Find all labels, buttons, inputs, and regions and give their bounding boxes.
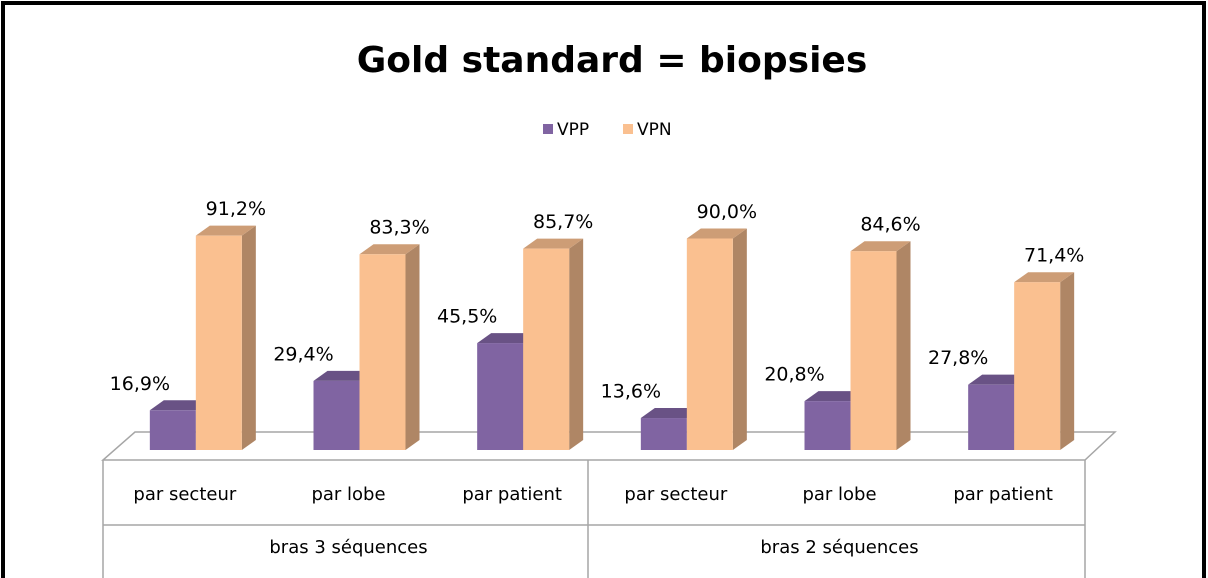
bar xyxy=(1014,282,1061,450)
bar-top xyxy=(1014,272,1075,283)
bar-top xyxy=(686,228,747,239)
bar-top xyxy=(359,244,420,255)
bar-side xyxy=(732,228,747,450)
bar-top xyxy=(313,370,374,381)
bar xyxy=(313,380,360,450)
data-label: 90,0% xyxy=(697,201,757,223)
bar xyxy=(523,248,570,450)
data-label: 13,6% xyxy=(601,381,661,403)
bar-top xyxy=(850,241,911,252)
bar-top xyxy=(195,225,256,236)
bar xyxy=(640,418,687,450)
legend-label: VPN xyxy=(637,120,672,140)
bar-side xyxy=(896,241,911,450)
bar xyxy=(359,254,406,450)
group-label: bras 3 séquences xyxy=(269,537,427,558)
bar xyxy=(195,235,242,450)
category-label: par patient xyxy=(462,484,562,505)
legend-label: VPP xyxy=(557,120,589,140)
group-label: bras 2 séquences xyxy=(760,537,918,558)
bar-side xyxy=(241,225,256,450)
bar xyxy=(477,343,524,450)
legend-swatch xyxy=(543,124,553,134)
data-label: 27,8% xyxy=(928,347,988,369)
category-label: par lobe xyxy=(311,484,385,505)
data-label: 84,6% xyxy=(860,214,920,236)
data-label: 45,5% xyxy=(437,306,497,328)
bar xyxy=(968,384,1015,450)
bar xyxy=(804,401,851,450)
bar-side xyxy=(569,238,584,450)
data-label: 20,8% xyxy=(764,364,824,386)
legend-swatch xyxy=(623,124,633,134)
bar xyxy=(149,410,196,450)
bar-side xyxy=(405,244,420,450)
bar-top xyxy=(477,333,538,344)
bar-top xyxy=(804,391,865,402)
bar xyxy=(850,251,897,450)
bar-top xyxy=(523,238,584,249)
bar-top xyxy=(968,374,1029,385)
category-label: par patient xyxy=(953,484,1053,505)
data-label: 16,9% xyxy=(110,373,170,395)
category-label: par secteur xyxy=(133,484,236,505)
data-label: 29,4% xyxy=(273,343,333,365)
chart-title: Gold standard = biopsies xyxy=(357,40,868,81)
data-label: 83,3% xyxy=(369,217,429,239)
data-label: 71,4% xyxy=(1024,245,1084,267)
data-label: 91,2% xyxy=(206,198,266,220)
category-label: par lobe xyxy=(802,484,876,505)
bar xyxy=(686,238,733,450)
category-label: par secteur xyxy=(624,484,727,505)
data-label: 85,7% xyxy=(533,211,593,233)
bar-top xyxy=(149,400,210,411)
bar-top xyxy=(640,408,701,419)
bar-side xyxy=(1060,272,1075,450)
